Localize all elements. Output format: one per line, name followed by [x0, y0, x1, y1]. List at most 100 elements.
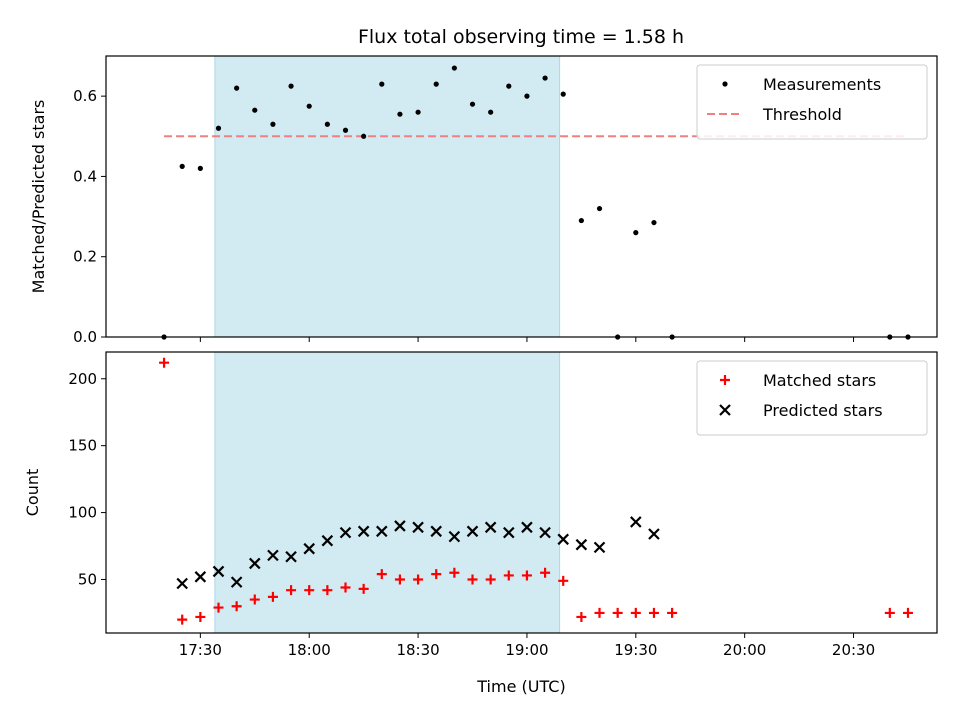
- data-point: [397, 111, 403, 117]
- data-point: [596, 205, 603, 212]
- data-point: [469, 101, 476, 107]
- shaded-span: [214, 351, 561, 634]
- data-point: [357, 525, 370, 538]
- legend-box: [696, 360, 928, 436]
- legend-label: Measurements: [763, 75, 881, 94]
- legend-label: Matched stars: [763, 371, 876, 390]
- y-tick-label: 200: [68, 370, 97, 388]
- data-point: [449, 567, 460, 578]
- data-point: [358, 583, 369, 594]
- data-point: [540, 567, 551, 578]
- data-point: [488, 109, 494, 115]
- x-tick-label: 19:00: [505, 641, 548, 659]
- x-tick-label: 19:30: [614, 641, 657, 659]
- y-tick-label: 0.4: [73, 167, 97, 185]
- data-point: [303, 542, 315, 555]
- data-point: [576, 611, 587, 622]
- data-point: [558, 575, 569, 586]
- x-tick-label: 17:30: [179, 641, 222, 659]
- data-point: [361, 133, 367, 139]
- data-point: [339, 526, 352, 539]
- data-point: [270, 121, 276, 127]
- data-point: [630, 516, 642, 528]
- data-point: [340, 582, 351, 593]
- data-point: [230, 576, 243, 588]
- y-tick-label: 150: [68, 437, 97, 455]
- legend-box: [696, 64, 928, 140]
- data-point: [433, 81, 439, 87]
- data-point: [176, 577, 188, 590]
- data-point: [651, 219, 657, 226]
- data-point: [197, 165, 203, 171]
- data-point: [286, 585, 297, 596]
- data-point: [177, 614, 188, 625]
- data-point: [412, 521, 424, 534]
- legend: Matched stars Predicted stars: [696, 360, 928, 436]
- data-point: [321, 534, 334, 547]
- legend-marker: [720, 375, 730, 385]
- legend: Measurements Threshold: [696, 64, 928, 140]
- data-point: [179, 163, 185, 169]
- x-tick-label: 18:30: [396, 641, 439, 659]
- data-point: [413, 574, 424, 585]
- data-point: [884, 607, 895, 618]
- data-point: [324, 121, 330, 127]
- x-tick-label: 20:00: [723, 641, 766, 659]
- y-tick-label: 0.0: [73, 328, 97, 346]
- data-point: [448, 530, 461, 543]
- legend-marker: [719, 404, 731, 416]
- data-point: [249, 594, 260, 605]
- data-point: [503, 526, 515, 539]
- data-point: [560, 91, 566, 97]
- shaded-span: [214, 55, 561, 338]
- data-point: [267, 591, 278, 602]
- y-axis-label: Matched/Predicted stars: [29, 100, 48, 294]
- data-point: [394, 574, 405, 585]
- data-point: [234, 85, 240, 91]
- data-point: [376, 569, 387, 580]
- data-point: [379, 81, 385, 87]
- x-tick-label: 20:30: [832, 641, 875, 659]
- data-point: [467, 574, 478, 585]
- data-point: [194, 571, 207, 583]
- data-point: [231, 601, 242, 612]
- data-point: [342, 127, 349, 133]
- data-point: [575, 538, 588, 551]
- data-point: [633, 230, 639, 236]
- data-point: [285, 550, 297, 563]
- data-point: [648, 607, 659, 618]
- data-point: [612, 607, 623, 618]
- legend-label: Threshold: [762, 105, 842, 124]
- data-point: [521, 570, 532, 581]
- data-point: [213, 602, 224, 613]
- legend-label: Predicted stars: [763, 401, 883, 420]
- data-point: [521, 521, 533, 534]
- data-point: [485, 574, 496, 585]
- y-tick-label: 100: [68, 504, 97, 522]
- data-point: [212, 565, 225, 578]
- top-panel: 0.0 0.2 0.4 0.6 Matched/Predicted stars Measu…: [29, 55, 938, 346]
- data-point: [430, 525, 443, 538]
- data-point: [288, 83, 294, 89]
- data-point: [466, 525, 479, 538]
- data-point: [415, 109, 421, 115]
- data-point: [306, 103, 312, 109]
- data-point: [506, 83, 512, 89]
- data-point: [322, 585, 333, 596]
- data-point: [557, 533, 570, 546]
- data-point: [376, 525, 388, 538]
- y-tick-label: 0.2: [73, 248, 97, 266]
- y-axis-label: Count: [23, 469, 42, 517]
- plot-frame: [105, 351, 938, 634]
- x-axis-label: Time (UTC): [476, 677, 565, 696]
- data-point: [484, 521, 497, 534]
- data-point: [267, 549, 279, 562]
- data-point: [394, 520, 406, 532]
- data-point: [159, 357, 170, 368]
- data-point: [630, 607, 641, 618]
- data-point: [451, 65, 457, 71]
- data-point: [503, 570, 514, 581]
- data-point: [578, 217, 584, 224]
- chart-title: Flux total observing time = 1.58 h: [358, 26, 684, 48]
